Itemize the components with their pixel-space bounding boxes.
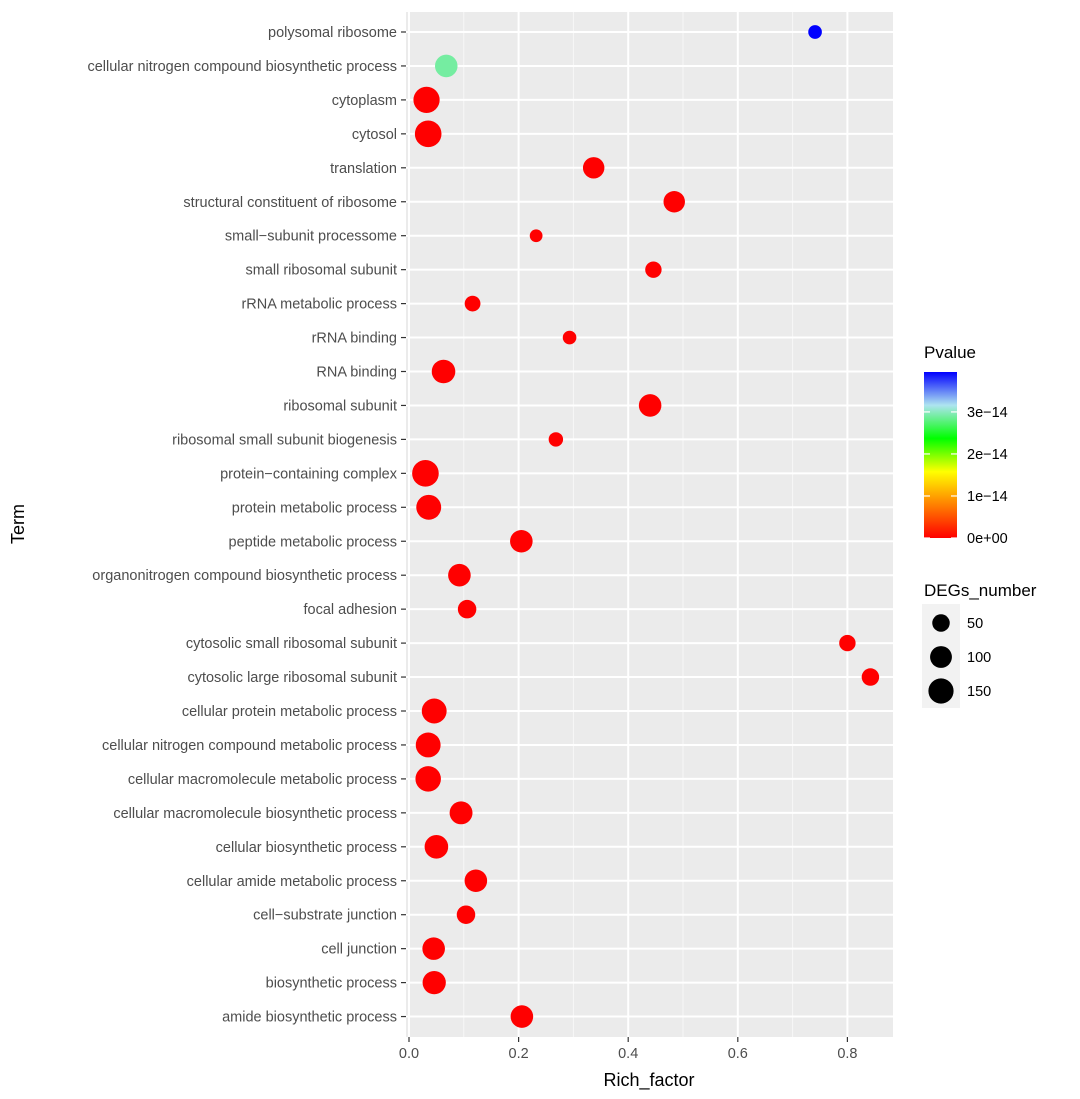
data-point — [457, 599, 477, 619]
data-point — [861, 668, 880, 686]
data-point — [422, 937, 445, 960]
data-point — [449, 801, 473, 825]
colorbar-label: 0e+00 — [967, 531, 1008, 547]
major-gridlines — [406, 12, 893, 1037]
term-label: cytosol — [352, 127, 397, 143]
data-point — [414, 120, 442, 148]
data-point — [638, 394, 662, 417]
term-label: small−subunit processome — [225, 229, 397, 245]
term-label: biosynthetic process — [266, 976, 397, 992]
term-label: cellular amide metabolic process — [187, 874, 397, 890]
data-point — [645, 261, 662, 278]
colorbar-label: 3e−14 — [967, 405, 1008, 421]
pvalue-legend: Pvalue 3e−14 2e−14 1e−14 0e+00 — [924, 343, 1008, 547]
term-label: rRNA metabolic process — [241, 297, 397, 313]
term-label: RNA binding — [316, 365, 397, 381]
size-key-label: 150 — [967, 684, 991, 700]
term-label: polysomal ribosome — [268, 25, 397, 41]
data-point — [562, 330, 577, 345]
term-label: cell−substrate junction — [253, 908, 397, 924]
term-label: cellular nitrogen compound biosynthetic … — [87, 59, 397, 75]
x-tick-label: 0.2 — [509, 1046, 529, 1062]
term-label: translation — [330, 161, 397, 177]
data-point — [510, 1005, 534, 1028]
size-key-circle — [932, 614, 950, 632]
data-point — [464, 869, 488, 893]
term-label: cellular macromolecule metabolic process — [128, 772, 397, 788]
data-point — [548, 432, 564, 447]
colorbar-label: 2e−14 — [967, 447, 1008, 463]
term-label: peptide metabolic process — [229, 534, 397, 550]
data-point — [448, 563, 471, 587]
data-point — [431, 359, 456, 384]
term-label: ribosomal small subunit biogenesis — [172, 432, 397, 448]
term-label: small ribosomal subunit — [245, 263, 397, 279]
pvalue-colorbar — [924, 372, 957, 538]
term-label: protein metabolic process — [232, 500, 397, 516]
term-label: rRNA binding — [312, 331, 397, 347]
size-key-label: 100 — [967, 650, 991, 666]
data-point — [415, 732, 441, 758]
data-point — [663, 191, 685, 213]
x-tick-label: 0.4 — [618, 1046, 638, 1062]
x-axis-title: Rich_factor — [603, 1070, 694, 1091]
term-label: protein−containing complex — [220, 466, 398, 482]
data-point — [808, 25, 822, 39]
term-label: amide biosynthetic process — [222, 1010, 397, 1026]
term-label: cell junction — [321, 942, 397, 958]
data-point — [839, 634, 856, 652]
size-key-circle — [928, 678, 954, 704]
data-point — [464, 295, 481, 312]
size-key-circle — [930, 646, 952, 668]
data-point — [416, 494, 442, 520]
data-point — [422, 970, 446, 995]
x-axis-ticks — [408, 1037, 849, 1042]
data-point — [412, 460, 439, 487]
data-point — [413, 86, 440, 114]
data-point — [529, 229, 543, 243]
data-point — [456, 905, 476, 924]
y-axis-ticks — [401, 31, 406, 1018]
term-label: structural constituent of ribosome — [183, 195, 397, 211]
colorbar-label: 1e−14 — [967, 489, 1008, 505]
y-axis-tick-labels: polysomal ribosome cellular nitrogen comp… — [87, 25, 397, 1026]
data-point — [434, 54, 458, 78]
term-label: ribosomal subunit — [283, 398, 397, 414]
term-label: cellular protein metabolic process — [182, 704, 397, 720]
data-point — [415, 766, 441, 792]
x-axis-tick-labels: 0.0 0.2 0.4 0.6 0.8 — [399, 1046, 858, 1062]
size-key-label: 50 — [967, 616, 983, 632]
minor-gridlines — [463, 12, 794, 1037]
pvalue-colorbar-ticks: 3e−14 2e−14 1e−14 0e+00 — [924, 405, 1008, 547]
term-label: focal adhesion — [303, 602, 397, 618]
data-point — [582, 157, 605, 179]
term-label: cellular biosynthetic process — [216, 840, 397, 856]
y-axis-title: Term — [8, 504, 28, 544]
data-point — [510, 529, 533, 553]
degs-legend-title: DEGs_number — [924, 581, 1037, 600]
x-tick-label: 0.6 — [728, 1046, 748, 1062]
data-point — [424, 834, 449, 859]
plot-panel — [406, 12, 893, 1037]
term-label: organonitrogen compound biosynthetic pro… — [92, 568, 397, 584]
x-tick-label: 0.0 — [399, 1046, 419, 1062]
data-points — [412, 25, 880, 1028]
term-label: cytosolic small ribosomal subunit — [186, 636, 397, 652]
degs-legend: DEGs_number 50 100 150 — [922, 581, 1037, 708]
x-tick-label: 0.8 — [837, 1046, 857, 1062]
degs-legend-keys: 50 100 150 — [928, 614, 991, 704]
data-point — [421, 698, 447, 724]
term-label: cellular nitrogen compound metabolic pro… — [102, 738, 397, 754]
term-label: cytosolic large ribosomal subunit — [187, 670, 397, 686]
pvalue-legend-title: Pvalue — [924, 343, 976, 362]
term-label: cytoplasm — [332, 93, 397, 109]
term-label: cellular macromolecule biosynthetic proc… — [113, 806, 397, 822]
